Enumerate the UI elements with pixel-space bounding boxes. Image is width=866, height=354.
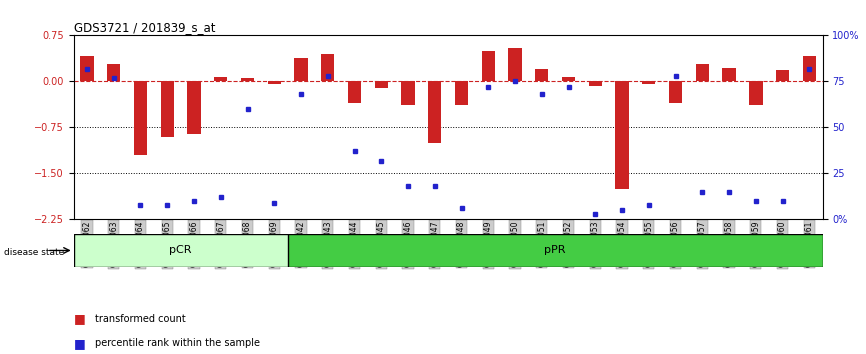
Text: pCR: pCR bbox=[170, 245, 192, 256]
Bar bbox=[187, 81, 201, 133]
Text: ■: ■ bbox=[74, 337, 86, 350]
Bar bbox=[74, 234, 288, 267]
Bar bbox=[749, 81, 762, 105]
Bar bbox=[107, 64, 120, 81]
Bar bbox=[160, 81, 174, 137]
Bar bbox=[134, 81, 147, 155]
Bar bbox=[294, 58, 307, 81]
Bar bbox=[348, 81, 361, 103]
Text: percentile rank within the sample: percentile rank within the sample bbox=[95, 338, 261, 348]
Bar bbox=[589, 81, 602, 86]
Bar bbox=[288, 234, 823, 267]
Bar bbox=[776, 70, 789, 81]
Bar bbox=[695, 64, 709, 81]
Bar bbox=[481, 51, 495, 81]
Text: disease state: disease state bbox=[4, 247, 65, 257]
Bar bbox=[455, 81, 469, 105]
Bar bbox=[268, 81, 281, 85]
Text: GDS3721 / 201839_s_at: GDS3721 / 201839_s_at bbox=[74, 21, 215, 34]
Text: pPR: pPR bbox=[545, 245, 565, 256]
Bar bbox=[321, 54, 334, 81]
Bar bbox=[508, 48, 521, 81]
Bar bbox=[722, 68, 736, 81]
Bar bbox=[241, 78, 255, 81]
Bar bbox=[535, 69, 548, 81]
Text: ■: ■ bbox=[74, 312, 86, 325]
Bar bbox=[214, 76, 228, 81]
Bar bbox=[642, 81, 656, 85]
Bar bbox=[428, 81, 442, 143]
Bar bbox=[375, 81, 388, 87]
Bar bbox=[803, 56, 816, 81]
Bar bbox=[401, 81, 415, 105]
Bar bbox=[616, 81, 629, 189]
Bar bbox=[669, 81, 682, 103]
Text: transformed count: transformed count bbox=[95, 314, 186, 324]
Bar bbox=[81, 56, 94, 81]
Bar bbox=[562, 77, 575, 81]
